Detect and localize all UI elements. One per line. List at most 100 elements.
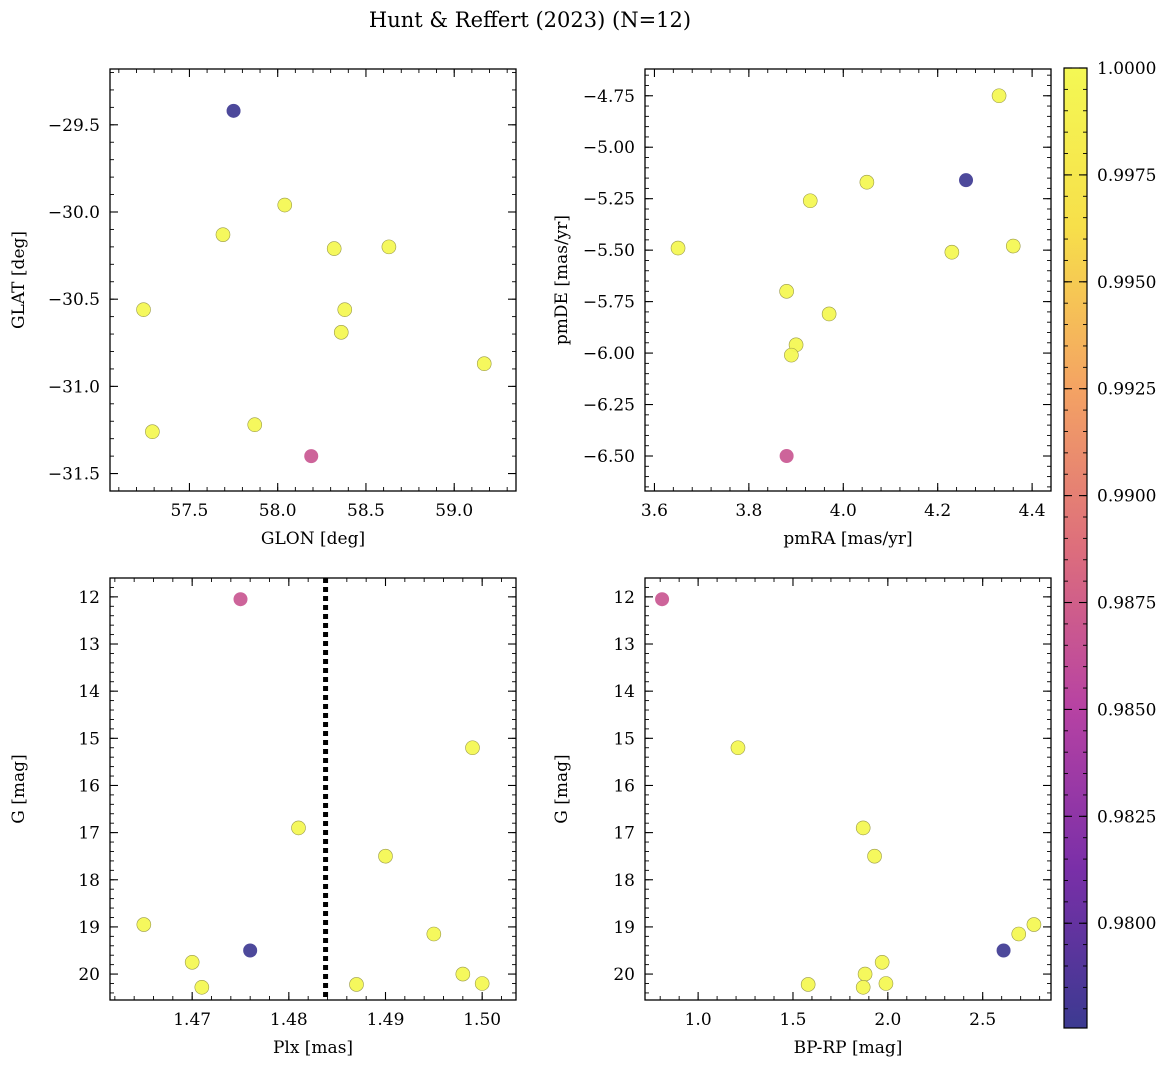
- scatter-point: [474, 976, 490, 991]
- y-tick-label: 18: [613, 871, 635, 891]
- scatter-point: [800, 977, 816, 992]
- x-axis-label: Plx [mas]: [273, 1038, 353, 1058]
- y-tick-label: −30.5: [48, 290, 100, 310]
- y-tick-label: −6.00: [583, 344, 635, 364]
- y-tick-label: 15: [78, 729, 100, 749]
- axes-frame: [109, 68, 517, 492]
- scatter-point: [959, 173, 974, 188]
- y-tick-label: −31.5: [48, 465, 100, 485]
- y-tick-label: 18: [78, 871, 100, 891]
- scatter-point: [779, 449, 794, 464]
- x-tick-label: 1.47: [173, 1010, 211, 1030]
- scatter-point: [867, 848, 882, 864]
- colorbar-tick-label: 0.9950: [1097, 273, 1156, 293]
- y-tick-label: −5.00: [583, 138, 635, 158]
- colorbar-tick-label: 0.9925: [1097, 380, 1156, 400]
- colorbar-gradient: [1063, 67, 1088, 1029]
- axes-frame: [644, 577, 1052, 1001]
- scatter-point: [277, 197, 293, 213]
- scatter-point: [730, 740, 746, 756]
- scatter-point: [381, 239, 397, 255]
- y-tick-label: 13: [613, 635, 635, 655]
- panel-glon-glat: 57.5 58.0 58.5 59.0 −29.5 −30.0 −30.5 −31.0 −31.…: [9, 68, 517, 549]
- scatter-point: [779, 284, 794, 299]
- y-tick-label: 12: [613, 588, 635, 608]
- y-tick-label: −5.75: [583, 293, 635, 313]
- colorbar-tick-label: 1.0000: [1097, 59, 1156, 79]
- panel-plx-g: 1.47 1.48 1.49 1.50 12 13 14 15 16 17 18 19 20 Plx [m…: [9, 577, 517, 1058]
- x-tick-label: 1.49: [367, 1010, 405, 1030]
- panel-bprp-g: 1.0 1.5 2.0 2.5 12 13 14 15 16 17 18 19 20 BP-RP [mag…: [552, 577, 1052, 1058]
- scatter-point: [145, 424, 160, 440]
- x-tick-label: 2.0: [874, 1010, 901, 1030]
- scatter-point: [243, 943, 258, 958]
- scatter-point: [821, 306, 837, 322]
- x-tick-label: 57.5: [171, 501, 209, 521]
- scatter-point: [349, 977, 364, 992]
- y-tick-label: −4.75: [583, 87, 635, 107]
- axes-frame: [109, 577, 517, 1001]
- y-tick-label: 20: [78, 965, 100, 985]
- scatter-point: [465, 740, 480, 756]
- scatter-point: [655, 592, 670, 607]
- scatter-point: [233, 592, 248, 607]
- scatter-point: [136, 917, 152, 932]
- scatter-point: [304, 449, 319, 464]
- scatter-point: [874, 954, 890, 970]
- scatter-point: [426, 926, 442, 942]
- x-tick-label: 58.5: [347, 501, 385, 521]
- x-tick-label: 3.8: [735, 501, 762, 521]
- y-tick-label: −5.50: [583, 241, 635, 261]
- scatter-point: [855, 820, 871, 836]
- scatter-point: [184, 954, 200, 970]
- scatter-point: [226, 103, 241, 118]
- scatter-point: [878, 976, 894, 991]
- y-tick-label: 12: [78, 588, 100, 608]
- colorbar-tick-label: 0.9875: [1097, 594, 1156, 614]
- x-tick-label: 4.4: [1019, 501, 1046, 521]
- x-tick-label: 2.5: [969, 1010, 996, 1030]
- y-tick-label: 14: [78, 682, 100, 702]
- y-axis-label: G [mag]: [552, 754, 572, 823]
- scatter-point: [337, 302, 353, 317]
- colorbar-tick-label: 0.9975: [1097, 166, 1156, 186]
- y-tick-label: 14: [613, 682, 635, 702]
- x-tick-label: 3.6: [641, 501, 668, 521]
- scatter-point: [802, 193, 818, 209]
- y-tick-label: −5.25: [583, 190, 635, 210]
- y-axis-label: GLAT [deg]: [9, 231, 29, 329]
- y-tick-label: −6.25: [583, 396, 635, 416]
- panel-pmra-pmde: 3.6 3.8 4.0 4.2 4.4 −4.75 −5.00 −5.25 −5.50 −5.75…: [552, 68, 1052, 549]
- scatter-point: [333, 325, 349, 340]
- scatter-point: [859, 174, 875, 190]
- scatter-point: [784, 347, 799, 363]
- y-tick-label: −30.0: [48, 203, 100, 223]
- x-tick-label: 59.0: [435, 501, 473, 521]
- y-tick-label: −29.5: [48, 116, 100, 136]
- x-tick-label: 58.0: [259, 501, 297, 521]
- scatter-point: [215, 227, 231, 242]
- y-tick-label: 16: [613, 776, 635, 796]
- y-axis-label: pmDE [mas/yr]: [552, 215, 572, 345]
- y-tick-label: 19: [613, 918, 635, 938]
- x-tick-label: 4.2: [924, 501, 951, 521]
- y-tick-label: 20: [613, 965, 635, 985]
- x-axis-label: BP-RP [mag]: [794, 1038, 903, 1058]
- scatter-point: [855, 979, 871, 995]
- scatter-point: [857, 966, 873, 982]
- scatter-point: [455, 966, 471, 982]
- scatter-point: [378, 848, 393, 864]
- scatter-point: [1011, 926, 1027, 942]
- scatter-point: [194, 979, 210, 995]
- x-tick-label: 4.0: [830, 501, 857, 521]
- y-axis-label: G [mag]: [9, 754, 29, 823]
- x-tick-label: 1.5: [779, 1010, 806, 1030]
- scatter-point: [247, 417, 263, 433]
- y-tick-label: 19: [78, 918, 100, 938]
- x-tick-label: 1.0: [685, 1010, 712, 1030]
- y-tick-label: −6.50: [583, 447, 635, 467]
- scatter-point: [1005, 238, 1021, 254]
- y-tick-label: 17: [613, 824, 635, 844]
- colorbar-tick-label: 0.9825: [1097, 807, 1156, 827]
